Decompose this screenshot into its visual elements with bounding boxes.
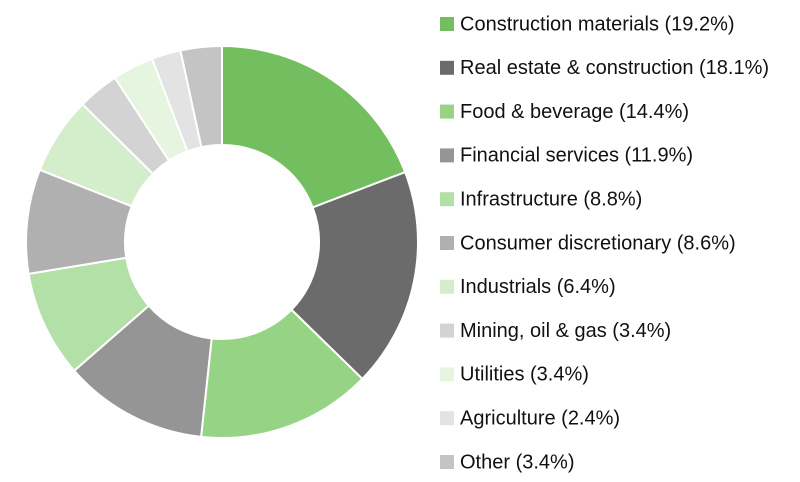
legend-swatch (440, 455, 454, 469)
legend-swatch (440, 148, 454, 163)
legend-label: Utilities (3.4%) (460, 364, 589, 386)
legend-swatch (440, 411, 454, 426)
legend-swatch (440, 17, 454, 31)
donut-slice (179, 44, 223, 149)
legend-label: Other (3.4%) (460, 451, 574, 473)
legend-label: Real estate & construction (18.1%) (460, 57, 769, 79)
legend-swatch (440, 60, 454, 75)
legend-label: Food & beverage (14.4%) (460, 101, 689, 123)
legend-label: Agriculture (2.4%) (460, 407, 620, 429)
legend-swatch (440, 279, 454, 294)
legend-label: Industrials (6.4%) (460, 276, 616, 298)
legend-swatch (440, 192, 454, 207)
legend-label: Construction materials (19.2%) (460, 13, 735, 35)
legend-label: Consumer discretionary (8.6%) (460, 232, 736, 254)
legend-swatch (440, 104, 454, 119)
legend-swatch (440, 367, 454, 382)
legend-label: Infrastructure (8.8%) (460, 188, 642, 210)
donut-slice (200, 308, 364, 439)
legend-label: Financial services (11.9%) (460, 145, 693, 167)
donut-slice (290, 170, 419, 381)
legend-swatch (440, 323, 454, 338)
donut-slice (221, 44, 407, 209)
legend-swatch (440, 236, 454, 250)
legend-label: Mining, oil & gas (3.4%) (460, 320, 671, 342)
